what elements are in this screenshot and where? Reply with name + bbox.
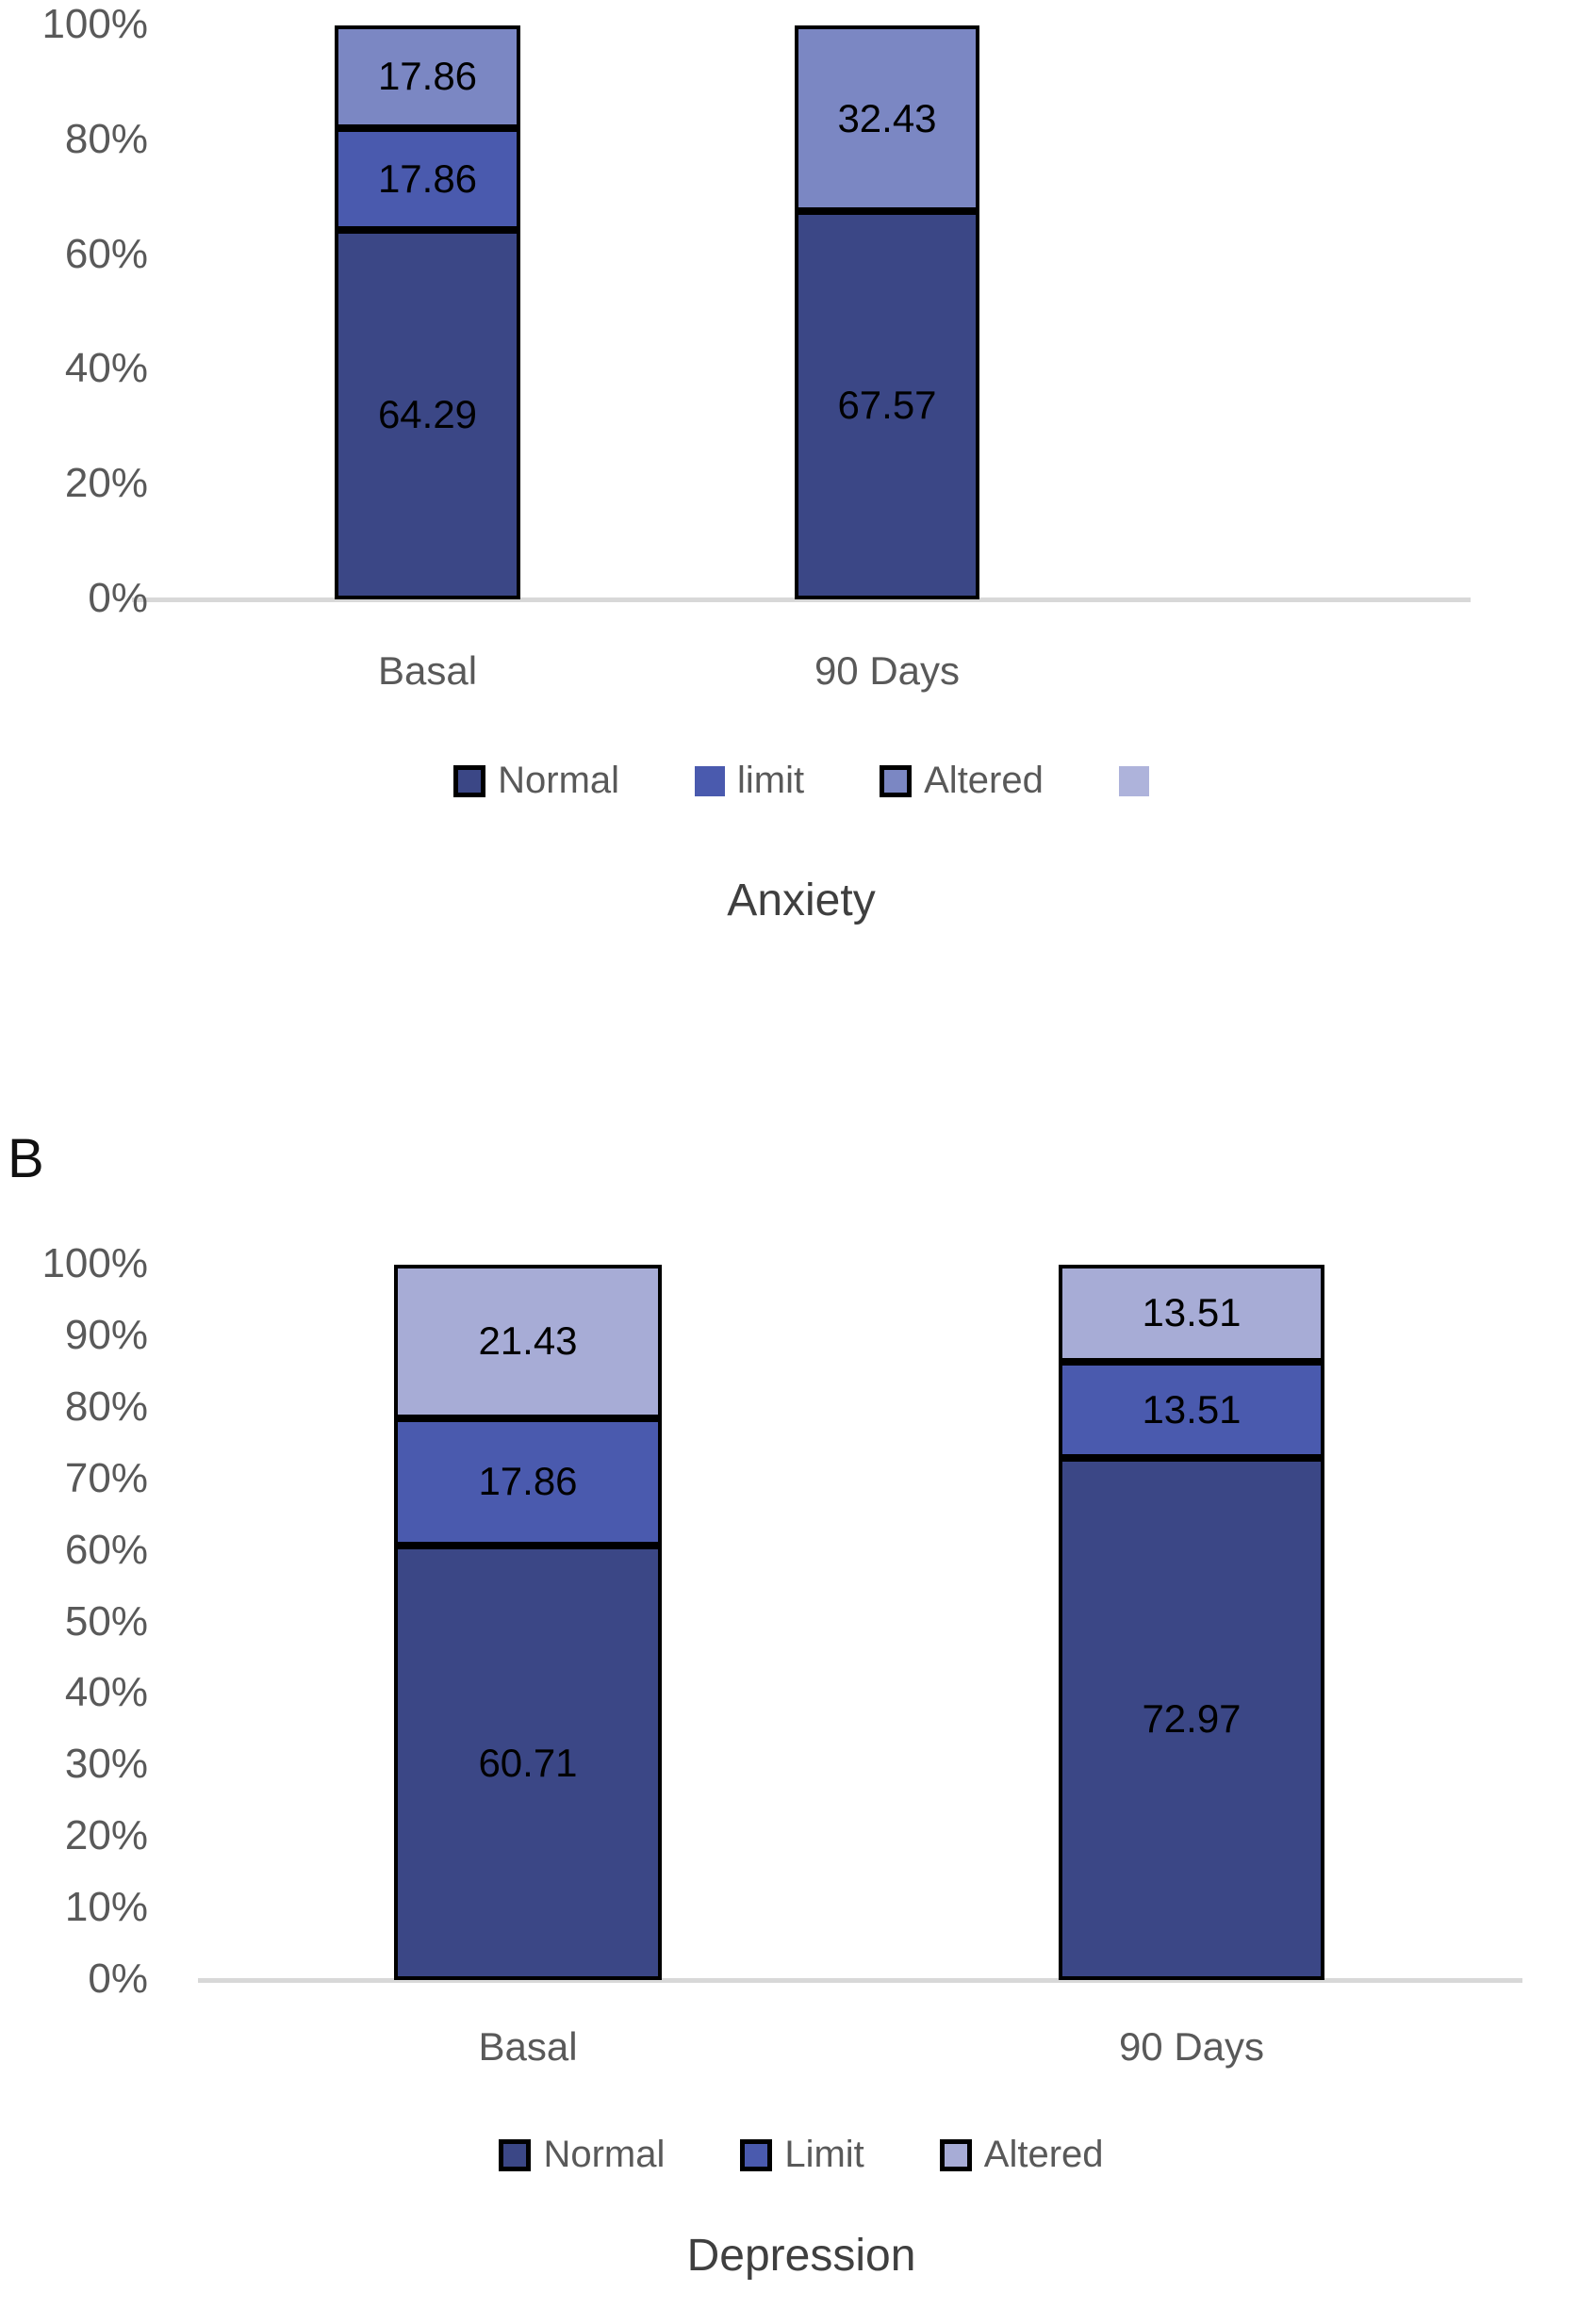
legend-item: Normal <box>453 760 619 802</box>
legend-label: Normal <box>543 2134 666 2175</box>
legend-label: Altered <box>983 2134 1104 2175</box>
legend-item: Altered <box>880 760 1044 802</box>
bar-segment: 67.57 <box>795 211 979 599</box>
y-tick-label: 20% <box>64 460 148 507</box>
y-tick-label: 40% <box>64 1669 148 1716</box>
legend: Normal Limit Altered <box>132 2134 1471 2176</box>
y-tick-label: 80% <box>64 115 148 162</box>
bar-segment: 17.86 <box>335 25 520 128</box>
chart-title: Depression <box>686 2231 916 2281</box>
x-axis-line <box>132 597 1471 602</box>
y-tick-label: 30% <box>64 1741 148 1788</box>
y-tick-label: 70% <box>64 1454 148 1501</box>
y-tick-label: 40% <box>64 345 148 392</box>
bar-segment-label: 67.57 <box>837 383 937 428</box>
y-tick-label: 60% <box>64 1526 148 1573</box>
legend-item: Normal <box>499 2134 665 2176</box>
legend-label: Altered <box>924 760 1044 801</box>
panel-b-label: B <box>8 1128 44 1189</box>
legend-label: Limit <box>784 2134 864 2175</box>
bar-segment: 72.97 <box>1059 1458 1324 1980</box>
x-category-label: Basal <box>377 648 478 693</box>
bar-segment-label: 17.86 <box>377 156 478 202</box>
x-category-label: 90 Days <box>1118 2024 1265 2069</box>
legend-swatch <box>880 764 913 797</box>
x-category-label: Basal <box>478 2024 578 2069</box>
legend-swatch <box>695 765 726 796</box>
bar-segment-label: 13.51 <box>1142 1290 1242 1335</box>
bar-segment-label: 13.51 <box>1142 1386 1242 1432</box>
bar-segment-label: 72.97 <box>1142 1696 1242 1742</box>
legend-swatch <box>740 2138 773 2171</box>
bar-segment-label: 17.86 <box>478 1459 578 1504</box>
legend-swatch <box>939 2138 972 2171</box>
y-tick-label: 80% <box>64 1383 148 1430</box>
legend: Normal limit Altered <box>132 760 1471 802</box>
legend-swatch <box>453 764 486 797</box>
x-category-label: 90 Days <box>814 648 961 693</box>
bar-segment: 17.86 <box>335 127 520 231</box>
y-tick-label: 20% <box>64 1812 148 1859</box>
legend-label: limit <box>737 760 805 801</box>
legend-item: Altered <box>939 2134 1104 2176</box>
bar-segment: 17.86 <box>394 1417 662 1547</box>
chart-title: Anxiety <box>727 876 876 925</box>
y-tick-label: 100% <box>41 1 148 47</box>
legend-item: Limit <box>740 2134 864 2176</box>
bar-segment: 13.51 <box>1059 1361 1324 1459</box>
y-tick-label: 10% <box>64 1884 148 1931</box>
bar-segment-label: 17.86 <box>377 54 478 99</box>
bar-segment: 64.29 <box>335 230 520 599</box>
bar-segment: 60.71 <box>394 1546 662 1980</box>
legend-label: Normal <box>498 760 620 801</box>
y-tick-label: 60% <box>64 230 148 277</box>
bar-segment-label: 21.43 <box>478 1318 578 1364</box>
y-tick-label: 90% <box>64 1311 148 1358</box>
bar-segment: 13.51 <box>1059 1265 1324 1362</box>
y-tick-label: 100% <box>41 1240 148 1286</box>
bar-segment-label: 60.71 <box>478 1740 578 1785</box>
bar-segment-label: 32.43 <box>837 95 937 140</box>
y-tick-label: 0% <box>88 1956 148 2002</box>
bar-segment: 21.43 <box>394 1265 662 1418</box>
legend-item <box>1118 765 1149 796</box>
bar-segment: 32.43 <box>795 25 979 212</box>
y-tick-label: 50% <box>64 1597 148 1645</box>
legend-item: limit <box>695 760 804 802</box>
y-tick-label: 0% <box>88 575 148 621</box>
legend-swatch <box>499 2138 532 2171</box>
bar-segment-label: 64.29 <box>377 392 478 437</box>
legend-swatch <box>1118 765 1149 796</box>
x-axis-line <box>198 1978 1522 1983</box>
